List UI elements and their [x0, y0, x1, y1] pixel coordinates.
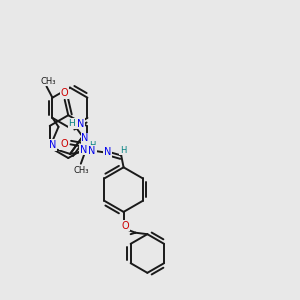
- Text: O: O: [61, 88, 68, 98]
- Text: O: O: [121, 220, 129, 231]
- Text: H: H: [120, 146, 126, 154]
- Text: H: H: [69, 119, 75, 128]
- Text: N: N: [49, 140, 56, 150]
- Text: N: N: [80, 145, 88, 155]
- Text: O: O: [60, 140, 68, 149]
- Text: CH₃: CH₃: [40, 76, 56, 85]
- Text: CH₃: CH₃: [73, 166, 88, 175]
- Text: N: N: [76, 118, 84, 128]
- Text: H: H: [89, 141, 95, 150]
- Text: N: N: [104, 148, 112, 158]
- Text: N: N: [81, 134, 89, 143]
- Text: N: N: [88, 146, 96, 156]
